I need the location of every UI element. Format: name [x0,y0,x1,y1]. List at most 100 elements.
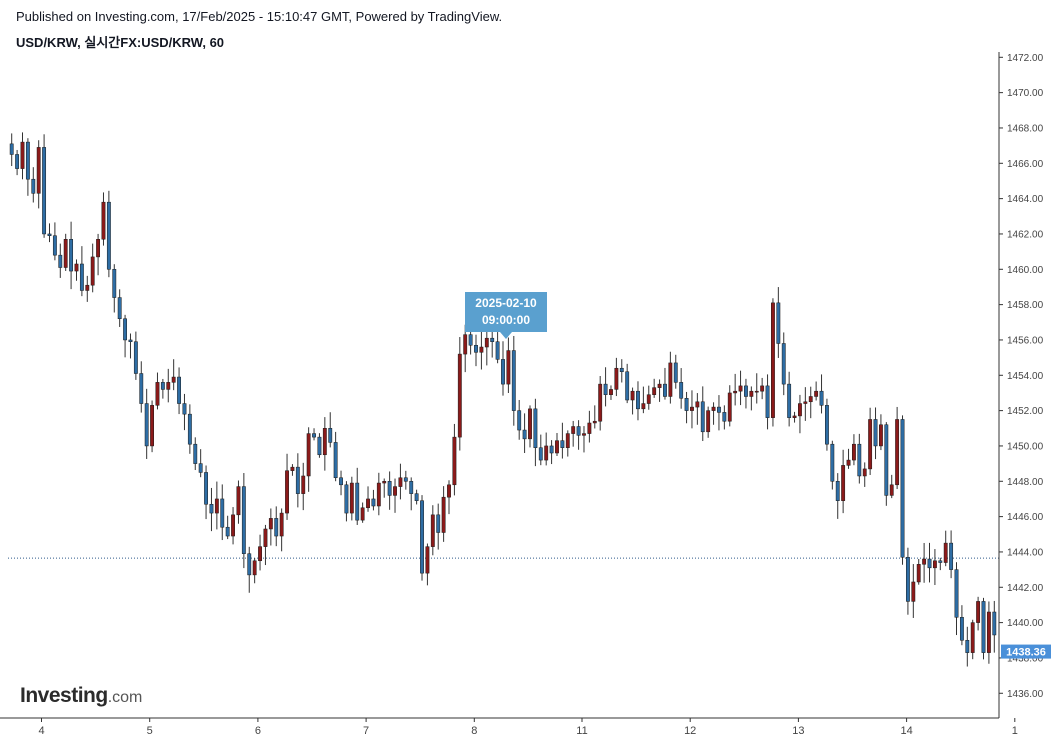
candle-body [630,390,635,401]
candle-body [830,443,835,482]
candle-body [506,350,511,385]
y-tick-label: 1452.00 [1007,406,1044,417]
x-axis: 4 5 6 7 8 11 12 13 14 1 [0,717,1018,737]
candle-body [355,482,360,521]
candle-body [414,493,419,501]
candle-body [679,382,684,399]
candle-body [684,397,689,411]
candle-body [905,556,910,602]
candle-body [803,401,808,404]
candle-body [727,392,732,422]
candle-body [306,433,311,477]
candle-body [209,503,214,514]
candle-body [511,350,516,411]
candle-body [328,428,333,443]
candle-body [744,385,748,397]
candle-body [90,256,95,286]
candle-body [582,433,586,436]
candle-body [484,337,489,348]
candle-body [986,611,991,653]
candle-body [754,390,759,393]
candle-body [852,443,856,461]
candle-body [609,389,613,395]
x-tick-label: 7 [363,725,369,737]
candle-body [722,412,727,422]
candle-body [636,390,640,410]
candle-body [825,405,829,445]
candle-body [47,233,52,236]
candle-body [441,496,446,533]
candle-body [900,419,905,558]
candle-body [312,433,316,438]
candle-body [776,302,781,344]
x-tick-label: 5 [147,725,153,737]
candle-body [571,426,576,434]
candle-body [706,410,711,433]
x-tick-label: 14 [900,725,912,737]
candle-body [139,373,144,404]
tooltip-box [465,292,547,332]
y-tick-label: 1458.00 [1007,300,1044,311]
candle-body [954,569,959,618]
tooltip-pointer [500,332,512,339]
candle-body [970,622,975,653]
candle-body [36,147,41,194]
published-caption: Published on Investing.com, 17/Feb/2025 … [16,9,503,24]
candle-body [123,318,128,341]
candle-body [360,507,365,521]
candle-body [468,334,473,346]
time-tooltip: 2025-02-10 09:00:00 [465,292,547,339]
candle-body [625,371,630,401]
candle-body [63,239,68,268]
candle-body [932,560,937,569]
candle-body [144,403,149,447]
candle-body [652,387,657,395]
candle-body [393,486,397,496]
candle-body [112,269,117,298]
candle-body [171,376,176,383]
candle-body [760,385,765,392]
candle-body [15,154,20,169]
candle-body [528,408,532,440]
candle-body [376,482,381,507]
candle-body [322,428,327,456]
candle-body [295,466,300,494]
x-tick-label: 4 [38,725,44,737]
candle-body [79,263,84,291]
candle-body [619,367,624,373]
x-tick-label: 11 [576,725,587,737]
candle-body [371,498,376,507]
candle-body [733,390,738,394]
candle-body [463,334,468,355]
y-tick-label: 1448.00 [1007,477,1044,488]
candle-body [425,546,430,574]
y-tick-label: 1438.00 [1007,653,1044,664]
candle-body [268,518,273,530]
candle-body [214,498,219,514]
candle-body [884,424,889,496]
candle-body [106,201,111,270]
candle-body [544,445,549,461]
y-tick-label: 1436.00 [1007,689,1044,700]
candle-body [700,401,705,433]
candle-body [150,405,154,447]
tooltip-date: 2025-02-10 [475,296,537,310]
candle-body [187,413,192,445]
candle-body [517,410,522,431]
symbol-title: USD/KRW, 실시간FX:USD/KRW, 60 [16,35,225,50]
y-tick-label: 1472.00 [1007,53,1044,64]
candle-body [204,472,208,505]
candle-body [862,468,867,477]
candle-body [366,498,370,509]
candle-body [819,390,824,406]
candle-body [646,394,651,404]
y-tick-label: 1456.00 [1007,335,1044,346]
candle-body [808,396,813,403]
x-tick-label: 12 [684,725,696,737]
candle-body [565,433,570,448]
candle-body [274,518,279,537]
candle-body [555,440,559,454]
candle-body [31,178,36,194]
candle-body [20,141,25,169]
